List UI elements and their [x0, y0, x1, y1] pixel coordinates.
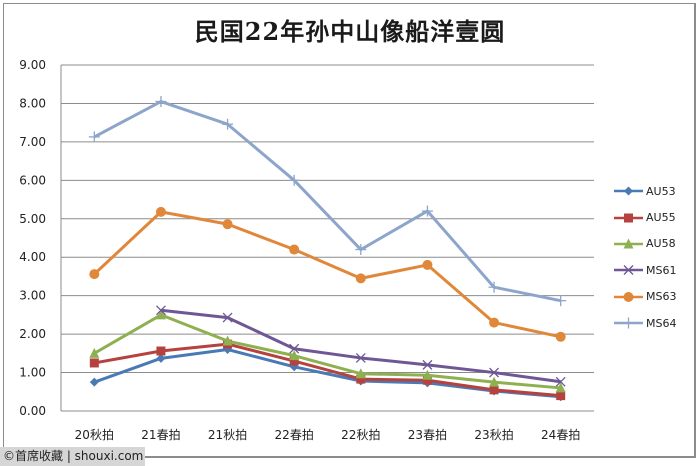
chart-title: 民国22年孙中山像船洋壹圆: [194, 17, 506, 46]
x-tick-label: 22秋拍: [341, 427, 380, 442]
triangle-legend-icon: [614, 238, 643, 249]
series-ms61: [155, 305, 566, 387]
legend: AU53 AU55 AU58 MS61 MS63 MS64: [612, 178, 692, 336]
plus-marker: [222, 118, 234, 130]
diamond-marker: [624, 186, 633, 196]
x-tick-label: 20秋拍: [75, 427, 114, 442]
y-tick-label: 7.00: [19, 135, 46, 149]
diamond-legend-icon: [614, 186, 643, 196]
circle-marker: [422, 259, 433, 270]
x-tick-label: 21秋拍: [208, 427, 247, 442]
triangle-marker: [222, 335, 233, 346]
x-marker: [289, 343, 300, 354]
square-marker: [422, 375, 432, 385]
plus-marker: [288, 174, 300, 186]
x-marker: [623, 265, 634, 276]
x-tick-label: 22春拍: [275, 427, 314, 442]
x-marker: [489, 367, 500, 378]
plus-marker: [88, 131, 100, 143]
y-tick-label: 5.00: [19, 212, 46, 226]
triangle-marker: [623, 238, 634, 249]
x-marker: [422, 359, 433, 370]
square-marker: [289, 356, 299, 366]
series-ms64: [88, 96, 567, 307]
triangle-marker: [555, 382, 566, 393]
y-tick-label: 1.00: [19, 366, 46, 380]
diamond-marker: [89, 377, 99, 387]
y-tick-label: 6.00: [19, 173, 46, 187]
legend-item-ms61: MS61: [612, 257, 692, 283]
legend-label: AU58: [646, 237, 676, 251]
circle-legend-icon: [614, 291, 643, 302]
square-marker: [89, 358, 99, 368]
circle-marker: [155, 206, 166, 217]
circle-marker: [89, 269, 100, 280]
x-marker: [555, 376, 566, 387]
plus-marker: [555, 295, 567, 307]
circle-marker: [222, 219, 233, 230]
legend-item-au53: AU53: [612, 178, 692, 204]
x-tick-label: 23春拍: [408, 427, 447, 442]
chart-frame: [3, 3, 696, 458]
series-line: [93, 313, 561, 390]
series-line: [93, 210, 562, 339]
triangle-marker: [489, 376, 500, 387]
legend-label: MS63: [646, 290, 677, 304]
legend-item-ms63: MS63: [612, 284, 692, 310]
x-marker: [222, 312, 233, 323]
circle-marker: [489, 317, 500, 328]
x-tick-label: 23秋拍: [474, 427, 513, 442]
series-au55: [89, 339, 566, 401]
y-tick-label: 0.00: [19, 404, 46, 418]
plus-marker: [355, 244, 367, 256]
triangle-marker: [422, 369, 433, 380]
square-marker: [156, 346, 166, 356]
legend-label: AU55: [646, 211, 676, 225]
diamond-marker: [156, 353, 166, 363]
plus-marker: [155, 96, 167, 108]
legend-item-ms64: MS64: [612, 310, 692, 336]
y-tick-label: 4.00: [19, 250, 46, 264]
plus-marker: [488, 281, 500, 293]
triangle-marker: [89, 347, 100, 358]
triangle-marker: [355, 368, 366, 379]
circle-marker: [355, 273, 366, 284]
square-marker: [556, 391, 566, 401]
legend-item-au58: AU58: [612, 231, 692, 257]
legend-item-au55: AU55: [612, 204, 692, 230]
series-au58: [89, 309, 566, 393]
circle-marker: [555, 331, 566, 342]
plus-marker: [623, 317, 634, 329]
triangle-marker: [155, 309, 166, 320]
y-tick-label: 8.00: [19, 96, 46, 110]
square-marker: [489, 385, 499, 395]
series-line: [94, 342, 561, 398]
y-tick-label: 2.00: [19, 327, 46, 341]
x-tick-label: 24春拍: [541, 427, 580, 442]
x-marker: [355, 352, 366, 363]
y-tick-label: 9.00: [19, 58, 46, 72]
circle-marker: [623, 291, 634, 302]
square-legend-icon: [614, 213, 643, 223]
x-tick-label: 21春拍: [141, 427, 180, 442]
series-line: [93, 100, 561, 303]
plus-legend-icon: [614, 317, 643, 329]
legend-label: AU53: [646, 184, 676, 198]
legend-label: MS61: [646, 263, 677, 277]
plus-marker: [421, 205, 433, 217]
circle-marker: [289, 244, 300, 255]
square-marker: [624, 213, 633, 223]
x-legend-icon: [614, 265, 643, 276]
triangle-marker: [289, 350, 300, 361]
legend-label: MS64: [646, 316, 677, 330]
watermark: ©首席收藏 | shouxi.com: [0, 447, 145, 466]
square-marker: [356, 374, 366, 384]
series-ms63: [89, 206, 566, 342]
y-tick-label: 3.00: [19, 289, 46, 303]
x-marker: [155, 305, 166, 316]
